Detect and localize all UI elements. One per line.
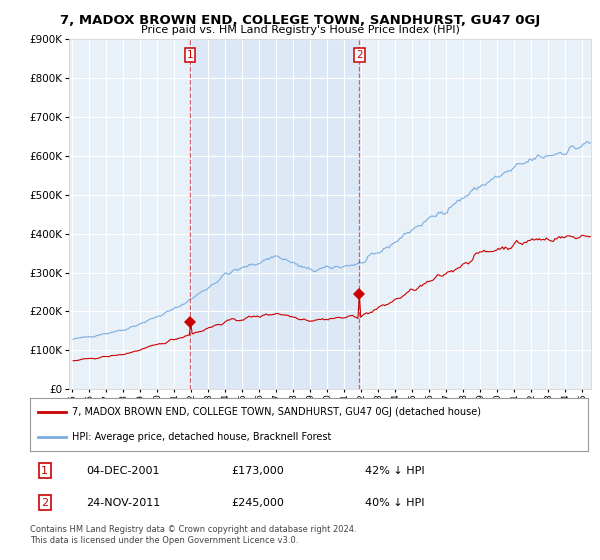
Text: 1: 1 bbox=[187, 50, 193, 60]
Text: £245,000: £245,000 bbox=[231, 498, 284, 508]
Text: 24-NOV-2011: 24-NOV-2011 bbox=[86, 498, 160, 508]
Bar bbox=[190, 39, 359, 389]
Text: 42% ↓ HPI: 42% ↓ HPI bbox=[365, 465, 424, 475]
Text: 40% ↓ HPI: 40% ↓ HPI bbox=[365, 498, 424, 508]
Text: HPI: Average price, detached house, Bracknell Forest: HPI: Average price, detached house, Brac… bbox=[72, 432, 331, 442]
Text: Contains HM Land Registry data © Crown copyright and database right 2024.
This d: Contains HM Land Registry data © Crown c… bbox=[30, 525, 356, 545]
Text: 04-DEC-2001: 04-DEC-2001 bbox=[86, 465, 160, 475]
Text: £173,000: £173,000 bbox=[231, 465, 284, 475]
Text: Price paid vs. HM Land Registry's House Price Index (HPI): Price paid vs. HM Land Registry's House … bbox=[140, 25, 460, 35]
Text: 2: 2 bbox=[356, 50, 362, 60]
Text: 1: 1 bbox=[41, 465, 48, 475]
Text: 7, MADOX BROWN END, COLLEGE TOWN, SANDHURST, GU47 0GJ: 7, MADOX BROWN END, COLLEGE TOWN, SANDHU… bbox=[60, 14, 540, 27]
Text: 2: 2 bbox=[41, 498, 48, 508]
Text: 7, MADOX BROWN END, COLLEGE TOWN, SANDHURST, GU47 0GJ (detached house): 7, MADOX BROWN END, COLLEGE TOWN, SANDHU… bbox=[72, 408, 481, 418]
